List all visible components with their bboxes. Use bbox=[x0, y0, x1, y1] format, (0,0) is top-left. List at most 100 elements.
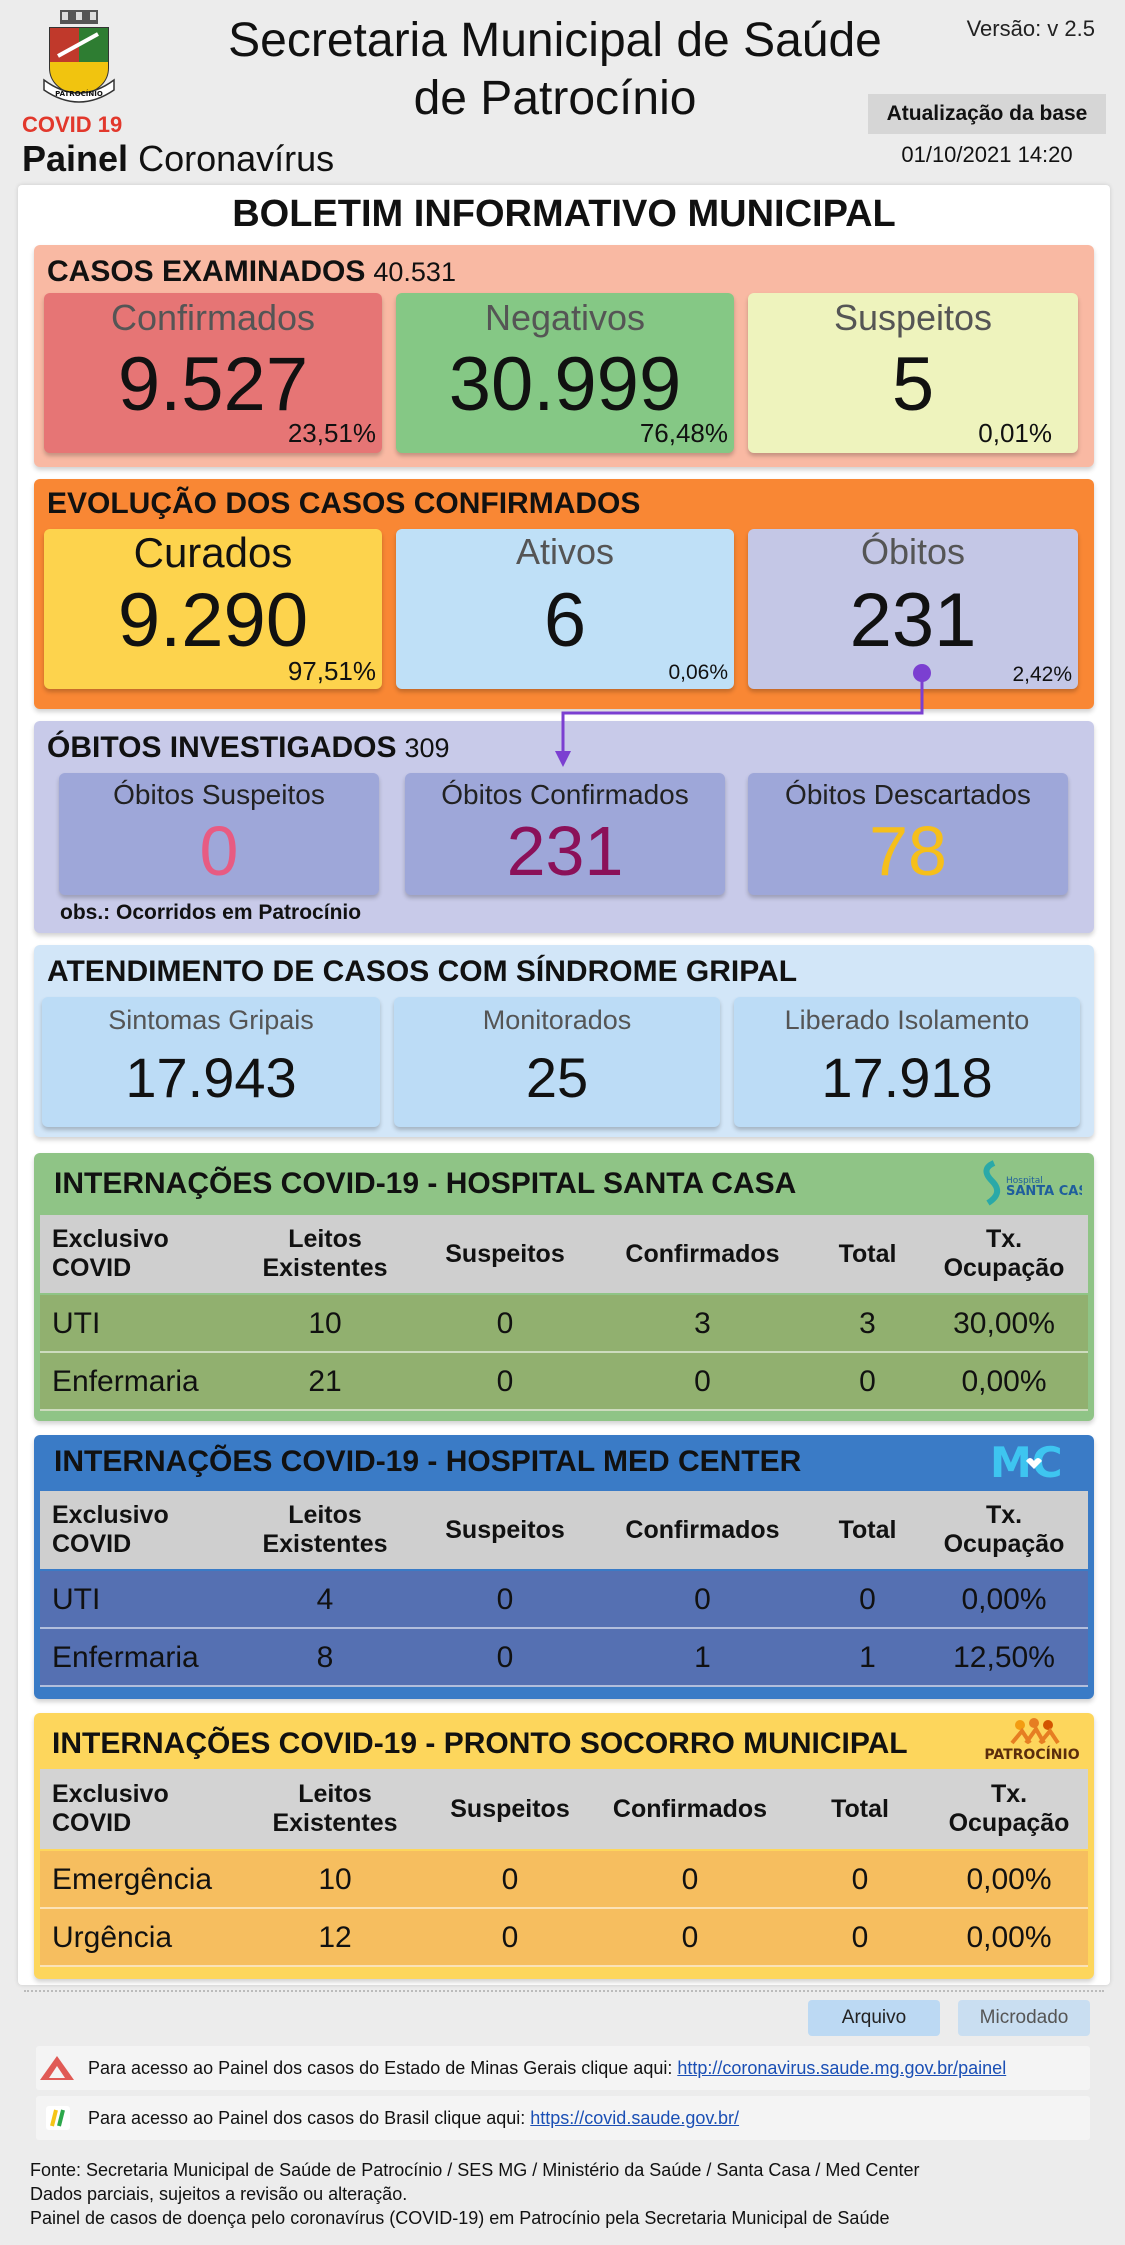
table-row: UTI 4 0 0 0 0,00% bbox=[40, 1571, 1088, 1629]
cell-leitos: 21 bbox=[308, 1365, 342, 1398]
cell-suspeitos: 0 bbox=[496, 1641, 514, 1674]
santa-casa-title: INTERNAÇÕES COVID-19 - HOSPITAL SANTA CA… bbox=[54, 1167, 797, 1200]
kpi-ativos[interactable]: Ativos 6 0,06% bbox=[396, 529, 734, 689]
kpi-label: Ativos bbox=[515, 531, 615, 572]
cell-confirmados: 0 bbox=[694, 1365, 711, 1398]
kpi-value: 6 bbox=[543, 578, 587, 663]
santa-casa-logo-line1: Hospital bbox=[1006, 1176, 1043, 1186]
kpi-obitos-confirmados[interactable]: Óbitos Confirmados 231 bbox=[405, 773, 725, 895]
kpi-label: Óbitos Suspeitos bbox=[113, 779, 325, 810]
cell-leitos: 8 bbox=[316, 1641, 334, 1674]
kpi-sintomas-gripais[interactable]: Sintomas Gripais 17.943 bbox=[42, 997, 380, 1127]
update-date: 01/10/2021 14:20 bbox=[901, 142, 1073, 167]
link-label-br: Para acesso ao Painel dos casos do Brasi… bbox=[88, 2108, 531, 2128]
painel-title: Painel Coronavírus bbox=[22, 138, 334, 180]
santa-casa-table: Exclusivo COVID Leitos Existentes Suspeito… bbox=[40, 1215, 1088, 1411]
kpi-confirmados[interactable]: Confirmados 9.527 23,51% bbox=[44, 293, 382, 453]
kpi-label: Óbitos Confirmados bbox=[441, 779, 689, 810]
col-header-exclusivo: Exclusivo COVID bbox=[52, 1225, 169, 1282]
cell-total: 1 bbox=[859, 1641, 876, 1674]
col-header-ocupacao: Tx. Ocupação bbox=[943, 1501, 1065, 1558]
obitos-investigados-title: ÓBITOS INVESTIGADOS bbox=[47, 731, 397, 764]
patrocinio-logo: PATROCÍNIO bbox=[980, 1715, 1084, 1769]
link-text-mg: Para acesso ao Painel dos casos do Estad… bbox=[88, 2046, 1006, 2090]
obs-note: obs.: Ocorridos em Patrocínio bbox=[60, 901, 362, 924]
minas-gerais-icon bbox=[38, 2054, 76, 2087]
cell-leitos: 4 bbox=[316, 1583, 334, 1616]
bulletin-title: BOLETIM INFORMATIVO MUNICIPAL bbox=[232, 193, 896, 235]
kpi-suspeitos[interactable]: Suspeitos 5 0,01% bbox=[748, 293, 1078, 453]
microdado-button[interactable]: Microdado bbox=[958, 2000, 1090, 2036]
link-text-br: Para acesso ao Painel dos casos do Brasi… bbox=[88, 2096, 739, 2140]
col-header-total: Total bbox=[838, 1515, 897, 1544]
kpi-obitos[interactable]: Óbitos 231 2,42% bbox=[748, 529, 1078, 689]
kpi-value: 0 bbox=[199, 812, 239, 890]
kpi-percent: 0,06% bbox=[668, 661, 728, 684]
cell-total: 3 bbox=[859, 1307, 876, 1340]
col-header-total: Total bbox=[831, 1794, 889, 1823]
cell-total: 0 bbox=[851, 1863, 869, 1896]
obitos-connector-arrow bbox=[555, 664, 931, 767]
cell-name: UTI bbox=[52, 1583, 101, 1616]
kpi-obitos-suspeitos[interactable]: Óbitos Suspeitos 0 bbox=[59, 773, 379, 895]
casos-examinados-title: CASOS EXAMINADOS bbox=[47, 255, 366, 288]
kpi-percent: 0,01% bbox=[978, 418, 1052, 448]
table-row: Urgência 12 0 0 0 0,00% bbox=[40, 1909, 1088, 1967]
evolucao-title: EVOLUÇÃO DOS CASOS CONFIRMADOS bbox=[47, 487, 641, 520]
col-header-suspeitos: Suspeitos bbox=[445, 1515, 565, 1544]
kpi-monitorados[interactable]: Monitorados 25 bbox=[394, 997, 720, 1127]
kpi-value: 78 bbox=[869, 812, 947, 890]
kpi-value: 17.943 bbox=[125, 1046, 297, 1109]
kpi-value: 9.527 bbox=[117, 342, 309, 427]
casos-examinados-total: 40.531 bbox=[373, 257, 456, 287]
table-row: Enfermaria 8 0 1 1 12,50% bbox=[40, 1629, 1088, 1687]
cell-leitos: 10 bbox=[318, 1863, 352, 1896]
kpi-negativos[interactable]: Negativos 30.999 76,48% bbox=[396, 293, 734, 453]
kpi-label: Confirmados bbox=[110, 297, 316, 338]
cell-tx: 0,00% bbox=[966, 1921, 1052, 1954]
kpi-obitos-descartados[interactable]: Óbitos Descartados 78 bbox=[748, 773, 1068, 895]
cell-confirmados: 0 bbox=[681, 1863, 699, 1896]
col-header-ocupacao: Tx. Ocupação bbox=[943, 1225, 1065, 1282]
evolucao-section: EVOLUÇÃO DOS CASOS CONFIRMADOS Curados 9… bbox=[34, 479, 1094, 709]
santa-casa-logo-line2: SANTA CASA bbox=[1006, 1184, 1082, 1199]
col-header-confirmados: Confirmados bbox=[612, 1794, 768, 1823]
med-center-section: INTERNAÇÕES COVID-19 - HOSPITAL MED CENT… bbox=[34, 1435, 1094, 1699]
cell-tx: 12,50% bbox=[953, 1641, 1055, 1674]
cell-suspeitos: 0 bbox=[501, 1863, 519, 1896]
med-center-logo: MC bbox=[990, 1438, 1080, 1489]
kpi-value: 231 bbox=[506, 812, 624, 890]
cell-total: 0 bbox=[859, 1365, 876, 1398]
painel-rest: Coronavírus bbox=[128, 138, 335, 179]
kpi-percent: 76,48% bbox=[639, 418, 728, 448]
cell-total: 0 bbox=[859, 1583, 876, 1616]
link-label-mg: Para acesso ao Painel dos casos do Estad… bbox=[88, 2058, 678, 2078]
col-header-confirmados: Confirmados bbox=[625, 1515, 780, 1544]
col-header-leitos: Leitos Existentes bbox=[262, 1225, 388, 1282]
arquivo-button[interactable]: Arquivo bbox=[808, 2000, 940, 2036]
cell-suspeitos: 0 bbox=[496, 1365, 514, 1398]
cell-name: Enfermaria bbox=[52, 1641, 199, 1674]
kpi-liberado-isolamento[interactable]: Liberado Isolamento 17.918 bbox=[734, 997, 1080, 1127]
footer-line: Dados parciais, sujeitos a revisão ou al… bbox=[30, 2184, 408, 2204]
cell-tx: 0,00% bbox=[961, 1583, 1047, 1616]
cell-confirmados: 3 bbox=[694, 1307, 711, 1340]
divider bbox=[24, 1990, 1104, 1992]
col-header-exclusivo: Exclusivo COVID bbox=[52, 1780, 169, 1837]
med-center-table: Exclusivo COVID Leitos Existentes Suspeito… bbox=[40, 1491, 1088, 1687]
kpi-curados[interactable]: Curados 9.290 97,51% bbox=[44, 529, 382, 689]
kpi-label: Suspeitos bbox=[833, 297, 993, 338]
kpi-percent: 23,51% bbox=[287, 418, 376, 448]
link-br-url[interactable]: https://covid.saude.gov.br/ bbox=[530, 2108, 740, 2128]
version-label: Versão: v 2.5 bbox=[966, 16, 1095, 41]
santa-casa-section: INTERNAÇÕES COVID-19 - HOSPITAL SANTA CA… bbox=[34, 1153, 1098, 1421]
obitos-investigados-total: 309 bbox=[404, 733, 450, 763]
table-header: Exclusivo COVID Leitos Existentes Suspeito… bbox=[40, 1491, 1088, 1569]
col-header-ocupacao: Tx. Ocupação bbox=[948, 1780, 1070, 1837]
table-row: Emergência 10 0 0 0 0,00% bbox=[40, 1851, 1088, 1909]
link-mg-url[interactable]: http://coronavirus.saude.mg.gov.br/paine… bbox=[677, 2058, 1007, 2078]
section-title: CASOS EXAMINADOS 40.531 bbox=[47, 255, 456, 289]
col-header-suspeitos: Suspeitos bbox=[450, 1794, 570, 1823]
obitos-investigados-section: ÓBITOS INVESTIGADOS 309 Óbitos Suspeitos … bbox=[34, 721, 1094, 933]
cell-tx: 0,00% bbox=[966, 1863, 1052, 1896]
